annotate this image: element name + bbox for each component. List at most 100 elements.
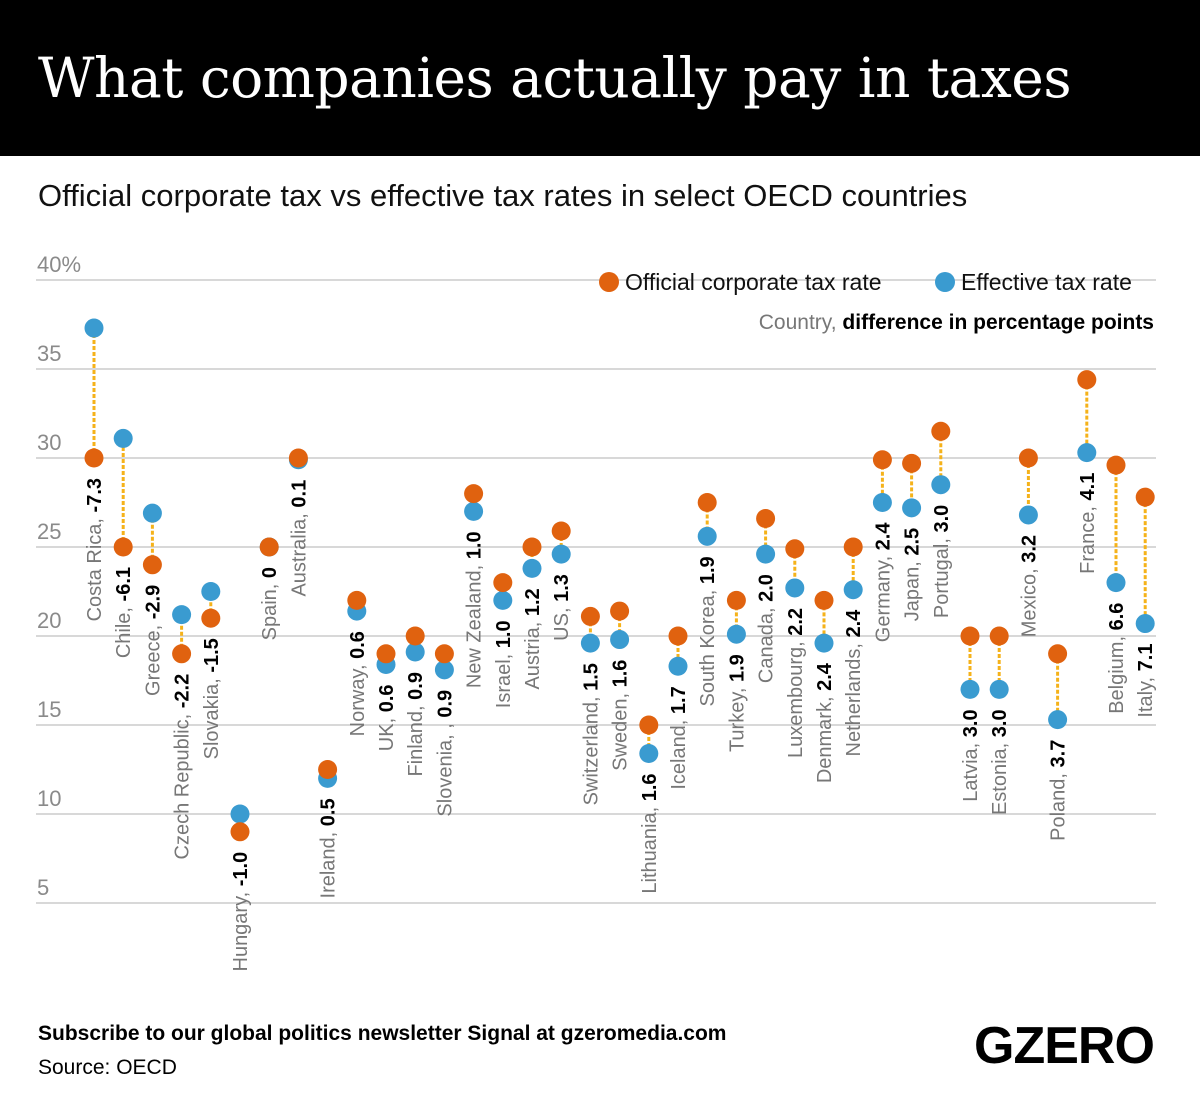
official-rate-dot [931, 421, 951, 441]
country-name: Italy, [1135, 671, 1157, 717]
country-point-group: Poland, 3.7 [1048, 644, 1070, 841]
country-point-group: Austria, 1.2 [522, 537, 544, 690]
page-title: What companies actually pay in taxes [38, 46, 1072, 110]
country-name: Turkey, [726, 682, 748, 752]
country-name: Switzerland, [580, 691, 602, 806]
difference-value: 0.6 [347, 631, 369, 659]
official-rate-dot [610, 601, 630, 621]
gzero-logo: GZERO [974, 1017, 1155, 1075]
country-point-group: Slovakia, -1.5 [201, 582, 223, 759]
official-rate-dot [872, 450, 892, 470]
legend: Official corporate tax rate Effective ta… [599, 269, 1154, 334]
official-rate-dot [639, 715, 659, 735]
legend-effective-marker [935, 272, 955, 292]
country-name: Denmark, [814, 691, 836, 783]
label-note-bold: difference in percentage points [842, 311, 1154, 334]
country-label: UK, 0.6 [376, 684, 398, 751]
country-point-group: Australia, 0.1 [288, 448, 310, 597]
country-label: Canada, 2.0 [756, 574, 778, 683]
difference-value: 1.2 [522, 588, 544, 616]
effective-rate-dot [230, 804, 250, 824]
official-rate-dot [668, 626, 688, 646]
effective-rate-dot [814, 633, 834, 653]
chart-marks: Costa Rica, -7.3 Chile, -6.1 Greece, -2.9 C… [84, 318, 1157, 972]
difference-value: 3.0 [931, 505, 953, 533]
country-label: France, 4.1 [1077, 473, 1099, 574]
country-name: France, [1077, 500, 1099, 573]
effective-rate-dot [405, 642, 425, 662]
difference-value: 3.0 [989, 709, 1011, 737]
official-rate-dot [902, 453, 922, 473]
country-name: US, [551, 602, 573, 641]
country-point-group: Sweden, 1.6 [610, 601, 632, 771]
country-name: Israel, [493, 648, 515, 708]
country-label: Denmark, 2.4 [814, 662, 836, 783]
country-label: Sweden, 1.6 [610, 660, 632, 771]
label-note-prefix: Country, [759, 311, 843, 334]
country-label: Ireland, 0.5 [318, 798, 340, 898]
official-rate-dot [1048, 644, 1068, 664]
newsletter-note: Subscribe to our global politics newslet… [38, 1022, 727, 1045]
official-rate-dot [172, 644, 192, 664]
difference-value: -6.1 [113, 567, 135, 601]
country-label: New Zealand, 1.0 [464, 531, 486, 688]
effective-rate-dot [639, 743, 659, 763]
country-name: Australia, [288, 508, 310, 597]
difference-value: 4.1 [1077, 473, 1099, 501]
country-name: Chile, [113, 601, 135, 658]
difference-value: 2.2 [785, 608, 807, 636]
y-tick-label: 40% [37, 252, 81, 277]
country-label: Italy, 7.1 [1135, 644, 1157, 718]
difference-value: 2.5 [902, 528, 924, 556]
official-rate-dot [989, 626, 1009, 646]
country-name: Czech Republic, [172, 708, 194, 859]
country-label: Belgium, 6.6 [1106, 603, 1128, 714]
difference-value: 2.0 [756, 574, 778, 602]
country-name: Ireland, [318, 826, 340, 898]
country-point-group: Luxembourg, 2.2 [785, 539, 807, 758]
difference-value: 3.7 [1048, 740, 1070, 768]
difference-value: 1.9 [726, 654, 748, 682]
y-tick-label: 5 [37, 875, 49, 900]
country-point-group: Turkey, 1.9 [726, 590, 748, 752]
country-label: Czech Republic, -2.2 [172, 674, 194, 860]
country-label: Costa Rica, -7.3 [84, 478, 106, 621]
country-name: Lithuania, [639, 801, 661, 893]
difference-value: 0 [259, 567, 281, 578]
y-tick-label: 15 [37, 697, 61, 722]
official-rate-dot [522, 537, 542, 557]
difference-value: 1.6 [639, 773, 661, 801]
country-label: Spain, 0 [259, 567, 281, 640]
country-label: Israel, 1.0 [493, 620, 515, 708]
country-label: Hungary, -1.0 [230, 852, 252, 972]
country-point-group: Ireland, 0.5 [318, 760, 340, 898]
effective-rate-dot [113, 428, 133, 448]
country-point-group: Portugal, 3.0 [931, 421, 953, 618]
country-point-group: Czech Republic, -2.2 [172, 605, 194, 859]
country-name: Luxembourg, [785, 636, 807, 758]
country-label: US, 1.3 [551, 574, 573, 641]
effective-rate-dot [551, 544, 571, 564]
effective-rate-dot [493, 590, 513, 610]
country-point-group: Finland, 0.9 [405, 626, 427, 777]
effective-rate-dot [172, 605, 192, 625]
effective-rate-dot [931, 475, 951, 495]
country-label: Chile, -6.1 [113, 567, 135, 658]
effective-rate-dot [756, 544, 776, 564]
difference-value: 7.1 [1135, 644, 1157, 672]
effective-rate-dot [464, 501, 484, 521]
official-rate-dot [1135, 487, 1155, 507]
country-name: South Korea, [697, 584, 719, 706]
country-label: Latvia, 3.0 [960, 709, 982, 801]
official-rate-dot [580, 606, 600, 626]
country-point-group: Norway, 0.6 [347, 590, 369, 736]
country-name: Germany, [872, 550, 894, 642]
effective-rate-dot [201, 582, 221, 601]
country-point-group: Spain, 0 [259, 537, 281, 640]
country-point-group: Switzerland, 1.5 [580, 606, 602, 806]
official-rate-dot [230, 822, 250, 842]
country-label: Turkey, 1.9 [726, 654, 748, 752]
effective-rate-dot [843, 580, 863, 600]
